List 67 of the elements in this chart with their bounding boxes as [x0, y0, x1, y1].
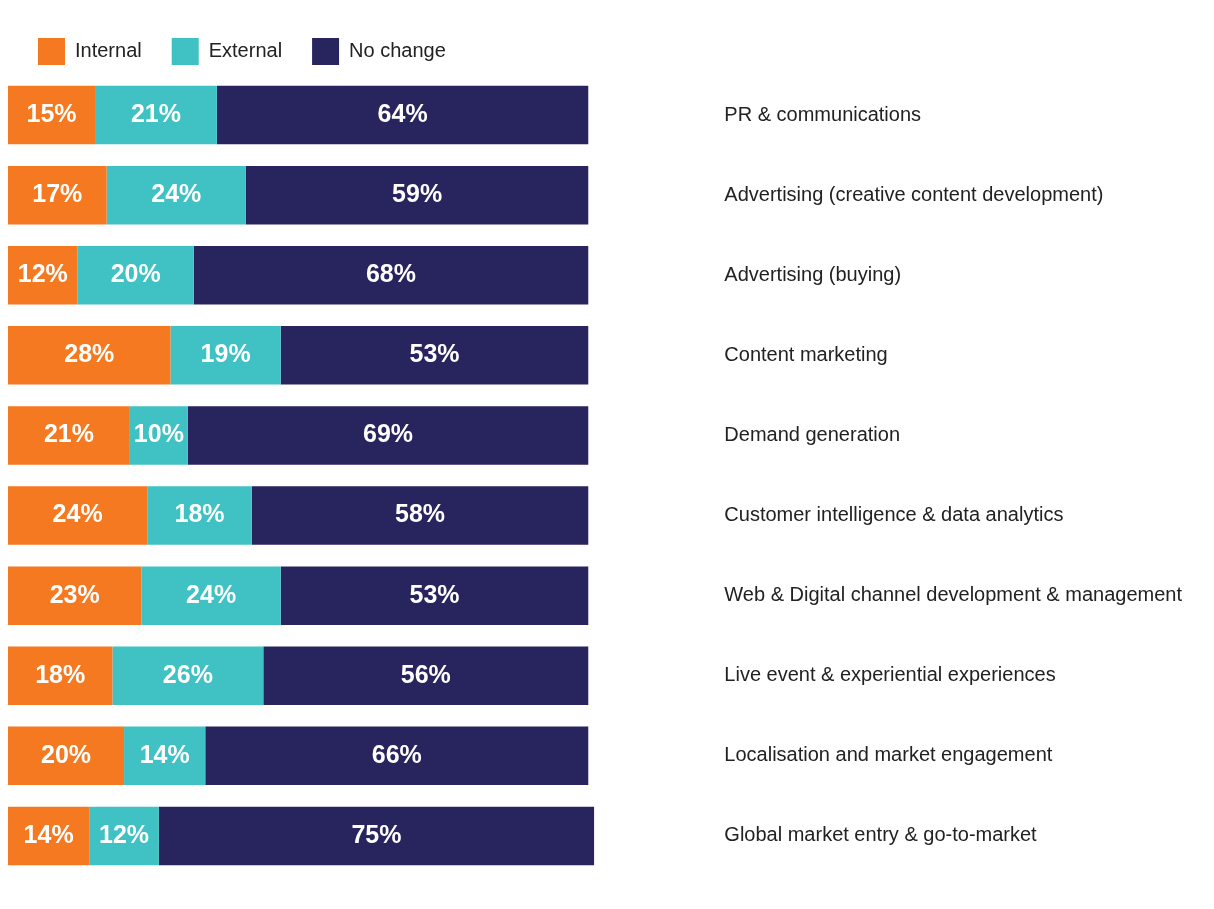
data-label: 14%: [139, 739, 190, 768]
legend-label: External: [208, 39, 283, 62]
data-label: 26%: [162, 659, 213, 688]
y-tick-label: Global market entry & go-to-market: [724, 823, 1038, 846]
bar: [280, 566, 589, 625]
bar: [141, 566, 281, 625]
data-label: 18%: [174, 499, 225, 528]
data-label: 21%: [43, 419, 94, 448]
data-label: 68%: [365, 259, 416, 288]
data-label: 75%: [351, 819, 402, 848]
data-label: 17%: [32, 179, 83, 208]
bar: [158, 806, 595, 866]
data-label: 64%: [377, 98, 428, 127]
bar: [8, 326, 171, 385]
data-label: 23%: [49, 579, 100, 608]
bar: [245, 165, 589, 225]
data-label: 15%: [26, 98, 77, 127]
data-label: 20%: [41, 739, 92, 768]
y-tick-label: Live event & experiential experiences: [724, 663, 1056, 686]
bar: [8, 646, 113, 705]
legend-label: Internal: [75, 39, 142, 62]
y-tick-label: Advertising (buying): [724, 262, 902, 285]
data-label: 59%: [392, 179, 443, 208]
y-tick-label: Customer intelligence & data analytics: [724, 503, 1064, 526]
data-label: 19%: [200, 339, 251, 368]
y-tick-label: Demand generation: [724, 422, 901, 445]
bar: [263, 646, 589, 705]
bar: [112, 646, 264, 705]
y-tick-label: PR & communications: [724, 102, 922, 125]
legend-label: No change: [349, 39, 446, 62]
bar: [8, 406, 130, 465]
bar: [8, 165, 107, 225]
data-label: 12%: [17, 259, 68, 288]
y-tick-label: Web & Digital channel development & management: [724, 583, 1183, 606]
data-label: 24%: [151, 179, 202, 208]
y-tick-label: Content marketing: [724, 342, 888, 365]
bar: [193, 246, 589, 305]
data-label: 69%: [363, 419, 414, 448]
data-label: 14%: [23, 819, 74, 848]
bar: [280, 326, 589, 385]
bar: [251, 486, 589, 545]
bar: [106, 165, 246, 225]
data-label: 21%: [130, 98, 181, 127]
bar: [95, 85, 217, 145]
data-label: 10%: [133, 419, 184, 448]
bar: [205, 726, 589, 786]
y-tick-label: Advertising (creative content development): [724, 182, 1104, 205]
data-label: 20%: [110, 259, 161, 288]
data-label: 66%: [371, 739, 422, 768]
data-label: 28%: [64, 339, 115, 368]
bar: [216, 85, 589, 145]
data-label: 24%: [186, 579, 237, 608]
data-label: 53%: [409, 339, 460, 368]
bar: [8, 566, 142, 625]
bar: [8, 486, 148, 545]
bar: [147, 486, 252, 545]
data-label: 58%: [394, 499, 446, 528]
bar: [77, 246, 194, 305]
y-tick-label: Localisation and market engagement: [724, 743, 1053, 766]
bar: [170, 326, 281, 385]
data-label: 56%: [400, 659, 451, 688]
data-label: 12%: [99, 819, 150, 848]
data-label: 24%: [52, 499, 103, 528]
data-label: 53%: [409, 579, 460, 608]
bar: [187, 406, 589, 465]
bar: [8, 726, 125, 786]
data-label: 18%: [35, 659, 86, 688]
